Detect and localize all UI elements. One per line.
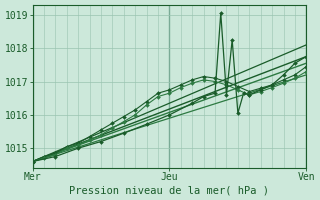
X-axis label: Pression niveau de la mer( hPa ): Pression niveau de la mer( hPa ) [69, 185, 269, 195]
